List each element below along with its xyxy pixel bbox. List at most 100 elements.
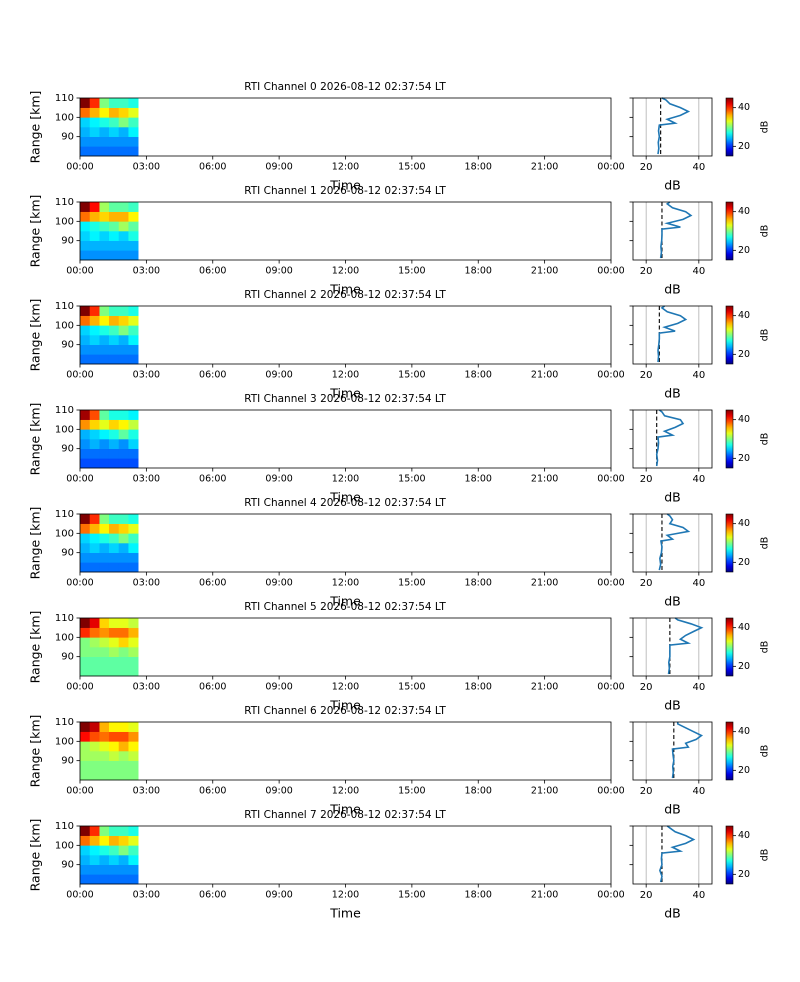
heatmap-cell	[118, 543, 129, 553]
heatmap-cell	[128, 354, 139, 365]
x-axis-label: dB	[664, 282, 681, 297]
heatmap-cell	[80, 221, 91, 232]
y-tick-label: 110	[55, 509, 74, 520]
x-tick-label: 00:00	[66, 370, 93, 381]
heatmap-cell	[89, 731, 100, 742]
heatmap-cell	[118, 211, 129, 222]
heatmap-cell	[118, 523, 129, 534]
heatmap-cell	[108, 770, 120, 781]
heatmap-cell	[99, 514, 110, 524]
profile-line	[659, 825, 696, 883]
x-axis-label: dB	[664, 178, 681, 193]
heatmap-cell	[118, 448, 129, 459]
heatmap-cell	[99, 760, 110, 771]
heatmap-cell	[108, 146, 120, 157]
heatmap-cell	[99, 523, 110, 534]
x-tick-label: 15:00	[398, 474, 425, 485]
heatmap-cell	[128, 117, 139, 128]
colorbar	[725, 409, 734, 469]
heatmap-cell	[89, 864, 100, 875]
heatmap-cell	[118, 98, 129, 108]
y-tick-label: 110	[55, 613, 74, 624]
heatmap-cell	[108, 117, 120, 128]
heatmap-cell	[80, 250, 91, 261]
heatmap-cell	[108, 107, 120, 118]
heatmap-cell	[128, 741, 139, 752]
heatmap-cell	[99, 221, 110, 232]
heatmap-cell	[99, 211, 110, 222]
heatmap-cell	[80, 439, 91, 449]
heatmap-cell	[128, 146, 139, 157]
x-tick-label: 18:00	[465, 786, 492, 797]
y-axis-label: Range [km]	[28, 403, 43, 476]
profile-line	[657, 97, 691, 155]
heatmap-cell	[128, 448, 139, 459]
heatmap-cell	[89, 656, 100, 667]
heatmap-cell	[99, 458, 110, 469]
x-tick-label: 12:00	[332, 370, 359, 381]
colorbar	[725, 721, 734, 781]
heatmap-cell	[80, 552, 91, 563]
heatmap-cell	[99, 429, 110, 440]
heatmap-cell	[118, 514, 129, 524]
y-tick-label: 20	[738, 141, 750, 152]
heatmap-cell	[99, 354, 110, 365]
heatmap-cell	[89, 618, 100, 628]
y-tick-label: 20	[738, 765, 750, 776]
heatmap-cell	[80, 107, 91, 118]
heatmap-cell	[89, 136, 100, 147]
heatmap-cell	[118, 429, 129, 440]
x-axis-label: dB	[664, 906, 681, 921]
heatmap-cell	[118, 306, 129, 316]
profile-line	[659, 201, 693, 259]
heatmap-cell	[128, 240, 139, 251]
x-tick-label: 03:00	[133, 578, 160, 589]
x-tick-label: 18:00	[465, 162, 492, 173]
heatmap-cell	[108, 552, 120, 563]
x-tick-label: 00:00	[66, 162, 93, 173]
heatmap-cell	[118, 419, 129, 430]
heatmap-cell	[118, 656, 129, 667]
heatmap-cell	[99, 826, 110, 836]
heatmap-cell	[80, 543, 91, 553]
heatmap-cell	[108, 722, 120, 732]
heatmap-cell	[89, 315, 100, 326]
heatmap-cell	[108, 637, 120, 648]
heatmap-cell	[99, 543, 110, 553]
x-tick-label: 21:00	[531, 474, 558, 485]
x-tick-label: 40	[692, 786, 705, 797]
heatmap-cell	[99, 344, 110, 355]
y-tick-label: 20	[738, 557, 750, 568]
x-tick-label: 15:00	[398, 162, 425, 173]
heatmap-cell	[99, 627, 110, 638]
heatmap-cell	[80, 306, 91, 316]
x-tick-label: 12:00	[332, 890, 359, 901]
y-axis-label: Range [km]	[28, 715, 43, 788]
heatmap-cell	[108, 864, 120, 875]
heatmap-cell	[80, 627, 91, 638]
y-tick-label: 40	[738, 830, 750, 841]
heatmap-cell	[108, 543, 120, 553]
axes-frame	[632, 201, 713, 261]
heatmap-cell	[118, 117, 129, 128]
heatmap-cell	[80, 666, 91, 677]
heatmap-cell	[99, 533, 110, 544]
heatmap-cell	[108, 627, 120, 638]
x-tick-label: 20	[640, 786, 653, 797]
x-tick-label: 21:00	[531, 370, 558, 381]
heatmap-cell	[128, 627, 139, 638]
heatmap-cell	[108, 202, 120, 212]
heatmap-cell	[89, 562, 100, 573]
heatmap-cell	[99, 618, 110, 628]
x-axis-label: dB	[664, 698, 681, 713]
heatmap-cell	[108, 666, 120, 677]
x-tick-label: 18:00	[465, 474, 492, 485]
x-tick-label: 00:00	[597, 578, 624, 589]
heatmap-cell	[80, 826, 91, 836]
heatmap-cell	[89, 344, 100, 355]
x-tick-label: 00:00	[597, 474, 624, 485]
chart-title: RTI Channel 6 2026-08-12 02:37:54 LT	[244, 705, 446, 717]
heatmap-cell	[118, 240, 129, 251]
x-tick-label: 03:00	[133, 786, 160, 797]
x-tick-label: 09:00	[265, 474, 292, 485]
